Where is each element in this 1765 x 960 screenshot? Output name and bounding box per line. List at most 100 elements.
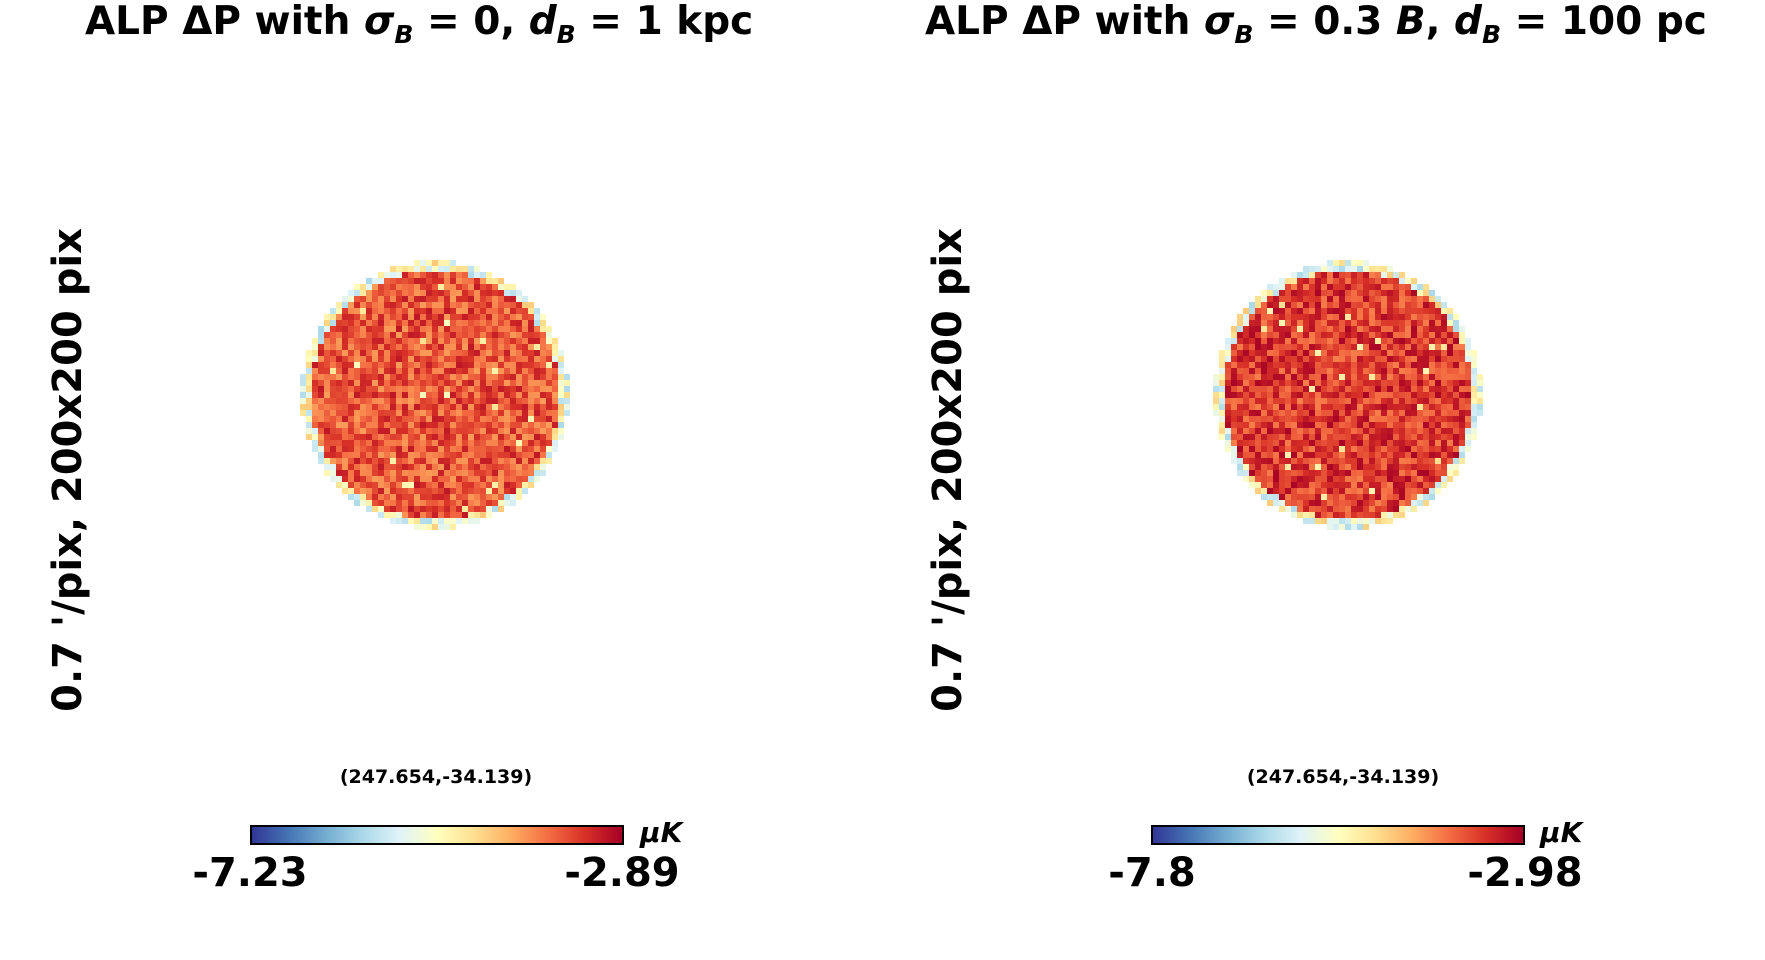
- heatmap-cell: [1303, 350, 1309, 356]
- heatmap-cell: [1303, 368, 1309, 374]
- heatmap-cell: [516, 416, 522, 422]
- heatmap-cell: [456, 338, 462, 344]
- heatmap-cell: [1321, 494, 1327, 500]
- heatmap-cell: [552, 368, 558, 374]
- heatmap-cell: [402, 392, 408, 398]
- heatmap-cell: [1279, 296, 1285, 302]
- heatmap-cell: [486, 356, 492, 362]
- heatmap-cell: [348, 374, 354, 380]
- heatmap-cell: [558, 362, 564, 368]
- heatmap-cell: [510, 308, 516, 314]
- heatmap-cell: [1237, 410, 1243, 416]
- heatmap-cell: [1255, 416, 1261, 422]
- heatmap-cell: [1303, 500, 1309, 506]
- heatmap-cell: [534, 452, 540, 458]
- heatmap-cell: [324, 452, 330, 458]
- heatmap-cell: [1315, 446, 1321, 452]
- heatmap-cell: [378, 470, 384, 476]
- heatmap-cell: [420, 356, 426, 362]
- heatmap-cell: [468, 350, 474, 356]
- heatmap-cell: [342, 488, 348, 494]
- heatmap-cell: [408, 380, 414, 386]
- heatmap-cell: [1375, 356, 1381, 362]
- heatmap-cell: [1243, 428, 1249, 434]
- heatmap-cell: [1213, 392, 1219, 398]
- heatmap-cell: [462, 440, 468, 446]
- heatmap-cell: [1345, 410, 1351, 416]
- heatmap-cell: [1261, 308, 1267, 314]
- heatmap-cell: [378, 272, 384, 278]
- heatmap-cell: [390, 470, 396, 476]
- heatmap-cell: [420, 290, 426, 296]
- heatmap-cell: [1291, 308, 1297, 314]
- heatmap-cell: [450, 494, 456, 500]
- heatmap-cell: [348, 362, 354, 368]
- heatmap-cell: [384, 494, 390, 500]
- heatmap-cell: [564, 398, 570, 404]
- heatmap-cell: [528, 308, 534, 314]
- heatmap-cell: [1327, 464, 1333, 470]
- heatmap-cell: [1351, 392, 1357, 398]
- heatmap-cell: [474, 350, 480, 356]
- heatmap-cell: [456, 296, 462, 302]
- heatmap-cell: [486, 428, 492, 434]
- heatmap-cell: [546, 332, 552, 338]
- heatmap-cell: [1297, 272, 1303, 278]
- heatmap-cell: [1447, 350, 1453, 356]
- heatmap-cell: [462, 326, 468, 332]
- heatmap-cell: [360, 350, 366, 356]
- heatmap-cell: [1417, 464, 1423, 470]
- heatmap-cell: [348, 470, 354, 476]
- heatmap-cell: [486, 476, 492, 482]
- heatmap-cell: [1339, 404, 1345, 410]
- heatmap-cell: [552, 410, 558, 416]
- heatmap-cell: [528, 452, 534, 458]
- heatmap-cell: [1309, 476, 1315, 482]
- heatmap-cell: [1237, 320, 1243, 326]
- heatmap-cell: [438, 422, 444, 428]
- heatmap-cell: [1465, 422, 1471, 428]
- heatmap-cell: [1327, 410, 1333, 416]
- heatmap-cell: [354, 392, 360, 398]
- heatmap-cell: [1339, 416, 1345, 422]
- heatmap-cell: [438, 512, 444, 518]
- heatmap-cell: [534, 314, 540, 320]
- heatmap-cell: [1321, 326, 1327, 332]
- heatmap-cell: [348, 404, 354, 410]
- heatmap-cell: [1393, 500, 1399, 506]
- heatmap-cell: [366, 452, 372, 458]
- heatmap-cell: [1321, 296, 1327, 302]
- heatmap-cell: [510, 386, 516, 392]
- heatmap-cell: [1321, 380, 1327, 386]
- heatmap-cell: [1375, 410, 1381, 416]
- heatmap-cell: [1447, 422, 1453, 428]
- heatmap-cell: [1351, 314, 1357, 320]
- heatmap-cell: [1465, 392, 1471, 398]
- heatmap-cell: [1231, 338, 1237, 344]
- heatmap-cell: [414, 410, 420, 416]
- heatmap-cell: [1447, 308, 1453, 314]
- heatmap-cell: [1267, 302, 1273, 308]
- heatmap-cell: [480, 278, 486, 284]
- heatmap-cell: [450, 266, 456, 272]
- heatmap-cell: [420, 368, 426, 374]
- heatmap-cell: [1285, 440, 1291, 446]
- heatmap-cell: [1465, 434, 1471, 440]
- heatmap-cell: [366, 506, 372, 512]
- heatmap-cell: [1309, 500, 1315, 506]
- heatmap-cell: [474, 380, 480, 386]
- heatmap-cell: [378, 284, 384, 290]
- heatmap-cell: [402, 272, 408, 278]
- heatmap-cell: [1411, 320, 1417, 326]
- heatmap-cell: [1441, 356, 1447, 362]
- heatmap-cell: [498, 452, 504, 458]
- heatmap-cell: [1465, 338, 1471, 344]
- heatmap-cell: [420, 338, 426, 344]
- heatmap-cell: [1429, 452, 1435, 458]
- heatmap-cell: [1219, 356, 1225, 362]
- heatmap-cell: [342, 458, 348, 464]
- heatmap-cell: [354, 326, 360, 332]
- heatmap-cell: [1327, 422, 1333, 428]
- heatmap-cell: [1339, 356, 1345, 362]
- heatmap-cell: [438, 464, 444, 470]
